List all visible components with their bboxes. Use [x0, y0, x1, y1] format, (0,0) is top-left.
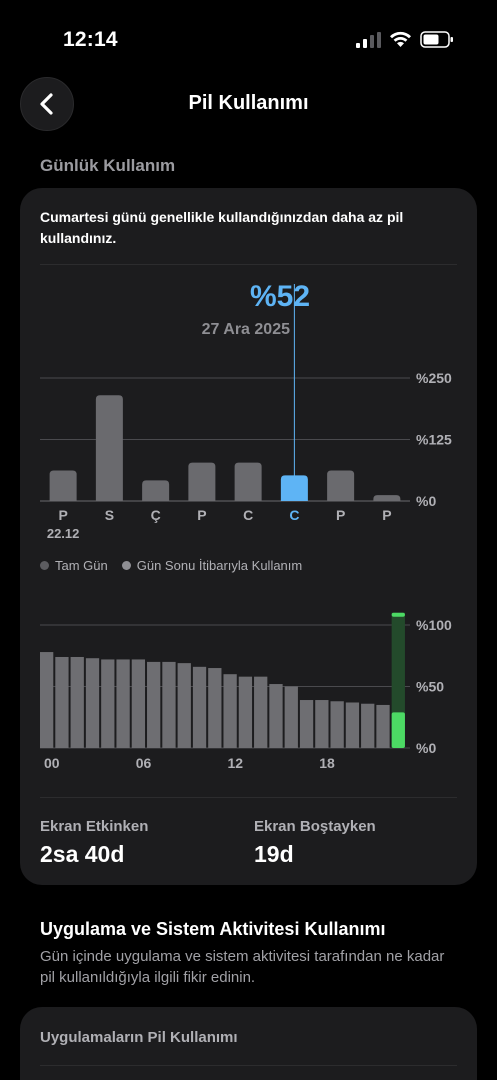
y-tick-label: %125 [416, 432, 452, 448]
hourly-bar [361, 703, 375, 748]
page-title: Pil Kullanımı [188, 92, 309, 114]
daily-battery-chart[interactable]: %250 %125 %0 P 22.12 S Ç P C C P P [20, 188, 477, 548]
hourly-bar [238, 676, 253, 748]
hourly-bar [147, 661, 161, 748]
y-tick-label: %0 [416, 740, 436, 756]
x-tick-label: Ç [151, 507, 161, 523]
chart-legend: Tam Gün Gün Sonu İtibarıyla Kullanım [40, 558, 302, 573]
activity-section-title: Uygulama ve Sistem Aktivitesi Kullanımı [40, 919, 386, 939]
daily-bar [327, 470, 355, 501]
x-tick-label: P [382, 507, 391, 523]
daily-bar [188, 462, 216, 501]
legend-dot [121, 561, 131, 570]
chevron-left-icon [40, 93, 53, 115]
legend-dot [40, 561, 49, 570]
hourly-bar [284, 686, 298, 748]
screen-on-value: 2sa 40d [40, 841, 125, 867]
screen-idle-value: 19d [254, 841, 294, 867]
y-tick-label: %100 [416, 617, 452, 633]
divider [40, 797, 457, 798]
app-battery-usage-title: Uygulamaların Pil Kullanımı [40, 1029, 238, 1046]
battery-icon [420, 31, 453, 48]
hourly-bar [299, 700, 314, 748]
screen-on-label: Ekran Etkinken [40, 818, 149, 835]
hourly-bar [330, 701, 344, 748]
cellular-signal-icon [356, 32, 381, 48]
x-tick-label: 18 [319, 755, 335, 771]
daily-bar [49, 470, 77, 501]
status-time: 12:14 [63, 28, 118, 51]
hourly-bar [376, 704, 390, 748]
hourly-bar [208, 668, 222, 748]
legend-label: Gün Sonu İtibarıyla Kullanım [136, 558, 303, 573]
selected-day-date: 27 Ara 2025 [201, 321, 290, 338]
y-tick-label: %0 [416, 493, 436, 509]
hourly-bar [269, 684, 283, 748]
back-button[interactable] [20, 77, 74, 131]
x-tick-label: 06 [136, 755, 152, 771]
hourly-battery-chart[interactable]: %100 %50 %0 00 06 12 18 [20, 188, 477, 788]
hourly-bar [162, 661, 176, 748]
x-tick-label: C [289, 507, 299, 523]
screen-idle-stat: Ekran Boştayken 19d [254, 818, 376, 868]
screen-on-stat: Ekran Etkinken 2sa 40d [40, 818, 148, 868]
x-tick-label: S [105, 507, 114, 523]
hourly-bar [254, 676, 268, 748]
daily-bar [373, 495, 401, 501]
x-tick-label: P [197, 507, 206, 523]
hourly-bar [131, 659, 146, 748]
divider [40, 1065, 457, 1066]
daily-bar [234, 462, 262, 501]
hourly-bar [315, 700, 329, 748]
hourly-bar [101, 659, 115, 748]
hourly-bar [40, 652, 54, 748]
y-tick-label: %250 [416, 370, 452, 386]
activity-section-description: Gün içinde uygulama ve sistem aktivitesi… [40, 948, 445, 986]
legend-item-full-day: Tam Gün [40, 558, 108, 573]
x-tick-label: C [243, 507, 253, 523]
x-tick-label: P [58, 507, 67, 523]
wifi-icon [390, 31, 411, 47]
navigation-bar: Pil Kullanımı [0, 75, 497, 135]
hourly-bar [70, 656, 84, 748]
current-hour-top-marker [391, 612, 405, 617]
hourly-bar [223, 674, 237, 748]
hourly-bar [85, 658, 100, 748]
usage-insight-message: Cumartesi günü genellikle kullandığınızd… [40, 209, 404, 246]
app-battery-usage-card[interactable]: Uygulamaların Pil Kullanımı [20, 1007, 477, 1080]
status-bar: 12:14 [0, 0, 497, 80]
hourly-bar [192, 666, 207, 748]
legend-label: Tam Gün [55, 558, 108, 573]
x-tick-label: P [336, 507, 345, 523]
hourly-bar [55, 656, 69, 748]
current-hour-bar [391, 712, 405, 748]
daily-bar [142, 480, 170, 501]
y-tick-label: %50 [416, 679, 444, 695]
hourly-bar [116, 659, 130, 748]
daily-usage-section-title: Günlük Kullanım [40, 156, 176, 175]
hourly-bar [177, 663, 191, 748]
divider [40, 264, 457, 265]
daily-bar [280, 475, 308, 501]
legend-item-end-of-day: Gün Sonu İtibarıyla Kullanım [121, 558, 303, 573]
hourly-bar [345, 702, 360, 748]
selected-day-percent: %52 [249, 280, 310, 313]
screen-idle-label: Ekran Boştayken [254, 818, 376, 835]
x-tick-label: 00 [44, 755, 60, 771]
daily-usage-card: Cumartesi günü genellikle kullandığınızd… [20, 188, 477, 885]
daily-bar [95, 395, 123, 501]
x-tick-label: 12 [227, 755, 243, 771]
x-tick-sublabel: 22.12 [47, 526, 80, 541]
